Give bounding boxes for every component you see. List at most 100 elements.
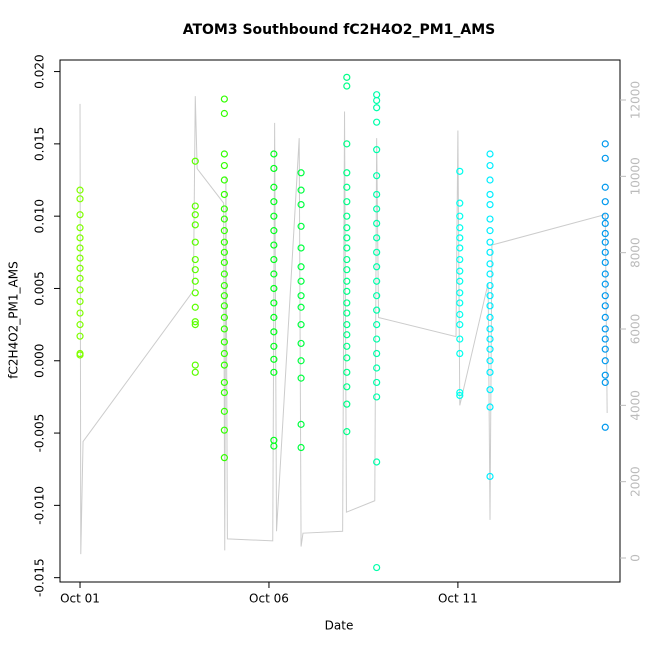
data-point [270, 299, 278, 307]
y2-tick-label: 8000 [629, 237, 643, 268]
data-point [343, 277, 351, 285]
data-point [270, 198, 278, 206]
data-point [343, 169, 351, 177]
data-point [601, 280, 609, 288]
data-point [601, 183, 609, 191]
data-point [601, 140, 609, 148]
data-point [456, 255, 464, 264]
y2-tick-label: 12000 [629, 81, 643, 119]
data-point [220, 150, 228, 158]
data-point [270, 150, 278, 158]
data-point [220, 313, 228, 321]
data-point [220, 378, 228, 387]
data-point [220, 388, 228, 397]
data-point [76, 234, 84, 242]
data-point [220, 292, 228, 300]
data-point [456, 224, 464, 232]
data-point [76, 254, 84, 262]
data-point [297, 420, 305, 428]
data-point [76, 244, 84, 252]
data-point [220, 215, 228, 223]
data-point [220, 325, 228, 333]
data-point [270, 328, 278, 336]
data-point [456, 349, 464, 358]
data-point [373, 104, 381, 112]
data-point [456, 388, 464, 397]
data-point [486, 313, 494, 321]
data-point [270, 442, 278, 450]
data-point [486, 357, 494, 365]
data-point [486, 472, 494, 481]
data-point [486, 403, 494, 411]
y-axis-label: fC2H4O2_PM1_AMS [7, 261, 21, 378]
data-point [343, 212, 351, 220]
data-point [220, 361, 228, 369]
data-point [76, 332, 84, 340]
data-point [486, 281, 494, 290]
data-point [373, 172, 381, 180]
data-point [76, 286, 84, 294]
data-point [373, 378, 381, 387]
data-point [220, 238, 228, 246]
data-point [456, 277, 464, 285]
x-tick-label: Oct 11 [438, 592, 478, 606]
data-point [343, 331, 351, 339]
data-point [76, 351, 84, 359]
data-point [343, 198, 351, 206]
data-point [601, 219, 609, 227]
y-tick-label: -0.005 [33, 414, 47, 453]
data-point [191, 221, 199, 229]
data-point [456, 310, 464, 319]
y-tick-label: 0.005 [33, 271, 47, 305]
data-point [343, 287, 351, 295]
data-point [486, 292, 494, 300]
data-point [373, 306, 381, 314]
data-point [486, 150, 494, 158]
data-point [191, 238, 199, 246]
data-point [373, 219, 381, 227]
data-point [486, 270, 494, 278]
data-point [220, 270, 228, 278]
altitude-line [79, 96, 608, 555]
data-point [601, 229, 609, 238]
data-point [373, 91, 381, 99]
data-point [343, 266, 351, 274]
data-point [191, 211, 199, 219]
data-point [601, 270, 609, 278]
data-point [297, 303, 305, 311]
data-point [486, 200, 494, 209]
data-point [343, 244, 351, 252]
data-point [456, 167, 464, 175]
data-point [601, 345, 609, 353]
y-tick-label: 0.015 [33, 127, 47, 161]
data-point [270, 368, 278, 376]
data-point [220, 407, 228, 415]
data-point [270, 227, 278, 235]
data-point [601, 198, 609, 206]
data-point [270, 342, 278, 350]
y2-tick-label: 10000 [629, 157, 643, 195]
data-point [270, 355, 278, 363]
data-point [601, 335, 609, 343]
data-point [297, 186, 305, 194]
data-point [76, 186, 84, 194]
y-tick-label: -0.015 [33, 558, 47, 597]
data-point [297, 222, 305, 230]
data-point [220, 338, 228, 346]
data-point [373, 248, 381, 256]
data-point [601, 325, 609, 333]
data-point [220, 281, 228, 290]
data-point [373, 118, 381, 126]
data-point [343, 383, 351, 391]
data-point [191, 255, 199, 264]
data-point [456, 234, 464, 242]
data-point [220, 349, 228, 358]
data-point [343, 73, 351, 81]
data-point [486, 386, 494, 394]
data-point [486, 325, 494, 333]
x-tick-label: Oct 06 [249, 592, 289, 606]
data-point [343, 342, 351, 350]
data-point [76, 297, 84, 306]
data-point [373, 563, 381, 572]
